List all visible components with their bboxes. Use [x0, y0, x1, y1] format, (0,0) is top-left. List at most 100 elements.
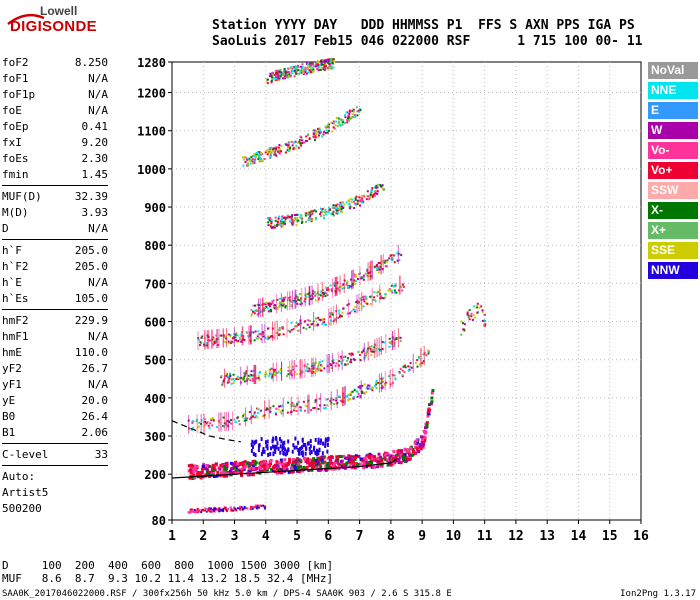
echo-point: [402, 459, 406, 463]
echo-point: [323, 211, 326, 214]
param-key: h`Es: [2, 292, 29, 305]
echo-point: [233, 508, 236, 511]
echo-point: [338, 120, 341, 123]
echo-point: [272, 469, 276, 473]
echo-point: [321, 63, 324, 66]
echo-block: [301, 438, 304, 443]
echo-point: [331, 206, 334, 209]
echo-point: [351, 353, 354, 356]
echo-point: [364, 301, 367, 304]
echo-point: [310, 64, 313, 67]
echo-point: [324, 407, 327, 410]
echo-point: [263, 158, 266, 161]
echo-point: [358, 110, 361, 113]
echo-point: [373, 465, 377, 469]
echo-point: [259, 157, 262, 160]
echo-point: [336, 211, 339, 214]
echo-point: [223, 425, 226, 428]
echo-streak: [381, 372, 383, 392]
echo-point: [374, 384, 377, 387]
echo-point: [356, 302, 359, 305]
echo-point: [283, 71, 286, 74]
echo-point: [326, 398, 329, 401]
echo-point: [281, 409, 284, 412]
echo-point: [273, 152, 276, 155]
echo-point: [301, 71, 304, 74]
echo-point: [258, 504, 261, 507]
echo-point: [275, 407, 278, 410]
echo-point: [238, 420, 241, 423]
echo-point: [383, 453, 387, 457]
echo-streak: [392, 330, 394, 351]
echo-point: [328, 455, 332, 459]
echo-point: [383, 261, 386, 264]
echo-point: [335, 204, 338, 207]
echo-point: [349, 392, 352, 395]
echo-block: [314, 437, 317, 442]
echo-point: [297, 298, 300, 301]
param-key: B0: [2, 410, 16, 423]
echo-point: [297, 69, 300, 72]
echo-block: [300, 446, 303, 451]
echo-point: [247, 464, 251, 468]
echo-point: [200, 511, 203, 514]
echo-point: [249, 463, 253, 467]
echo-streak: [331, 278, 333, 298]
echo-point: [277, 217, 280, 220]
echo-point: [333, 403, 336, 406]
echo-point: [269, 225, 272, 228]
echo-point: [274, 72, 277, 75]
echo-point: [365, 198, 368, 201]
echo-point: [221, 383, 224, 386]
echo-block: [309, 444, 312, 449]
echo-point: [274, 69, 277, 72]
echo-point: [205, 470, 209, 474]
y-tick-label: 600: [144, 316, 166, 330]
echo-point: [200, 336, 203, 339]
echo-point: [401, 283, 404, 286]
echo-point: [307, 468, 311, 472]
echo-point: [278, 70, 281, 73]
echo-point: [268, 303, 271, 306]
echo-point: [283, 220, 286, 223]
echo-point: [381, 184, 384, 187]
echo-point: [329, 284, 332, 287]
echo-point: [376, 460, 380, 464]
echo-streak: [330, 391, 332, 411]
echo-point: [290, 215, 293, 218]
echo-point: [472, 318, 475, 321]
echo-point: [335, 402, 338, 405]
echo-point: [303, 409, 306, 412]
echo-point: [307, 71, 310, 74]
echo-point: [322, 289, 325, 292]
param-value: N/A: [88, 222, 108, 235]
echo-streak: [301, 359, 303, 379]
echo-point: [292, 327, 295, 330]
echo-point: [307, 370, 310, 373]
echo-streak: [259, 298, 261, 318]
echo-block: [327, 436, 330, 441]
echo-point: [259, 466, 263, 470]
echo-point: [302, 73, 305, 76]
echo-point: [409, 362, 412, 365]
echo-point: [279, 221, 282, 224]
echo-streak: [382, 253, 384, 274]
echo-point: [319, 318, 322, 321]
echo-point: [369, 196, 372, 199]
y-tick-label: 200: [144, 468, 166, 482]
legend-item-x-: X+: [648, 222, 698, 239]
echo-point: [312, 407, 315, 410]
echo-point: [298, 329, 301, 332]
echo-point: [318, 404, 321, 407]
echo-streak: [313, 311, 315, 331]
echo-point: [275, 308, 278, 311]
echo-point: [339, 314, 342, 317]
echo-point: [197, 338, 200, 341]
echo-point: [191, 420, 194, 423]
echo-point: [302, 326, 305, 329]
echo-point: [234, 339, 237, 342]
echo-point: [245, 331, 248, 334]
echo-point: [468, 318, 471, 321]
param-value: N/A: [88, 104, 108, 117]
echo-point: [278, 143, 281, 146]
